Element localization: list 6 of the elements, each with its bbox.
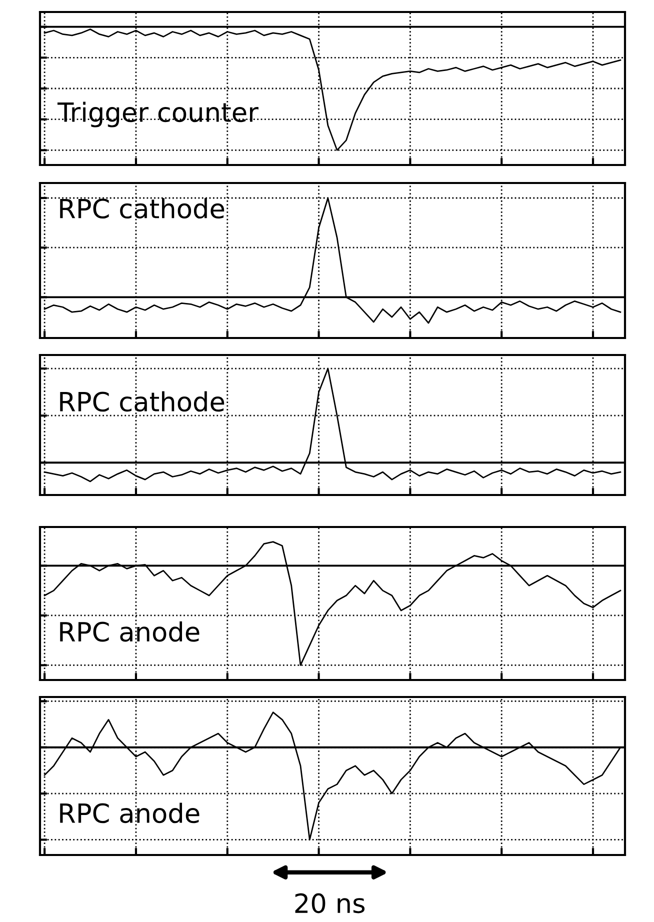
- annotation: RPC anode: [60, 621, 200, 642]
- annotation: RPC anode: [60, 802, 200, 824]
- annotation: Trigger counter: [57, 102, 258, 128]
- annotation: RPC cathode: [60, 391, 224, 412]
- annotation: RPC cathode: [60, 198, 224, 219]
- text: 20 ns: [295, 893, 365, 914]
